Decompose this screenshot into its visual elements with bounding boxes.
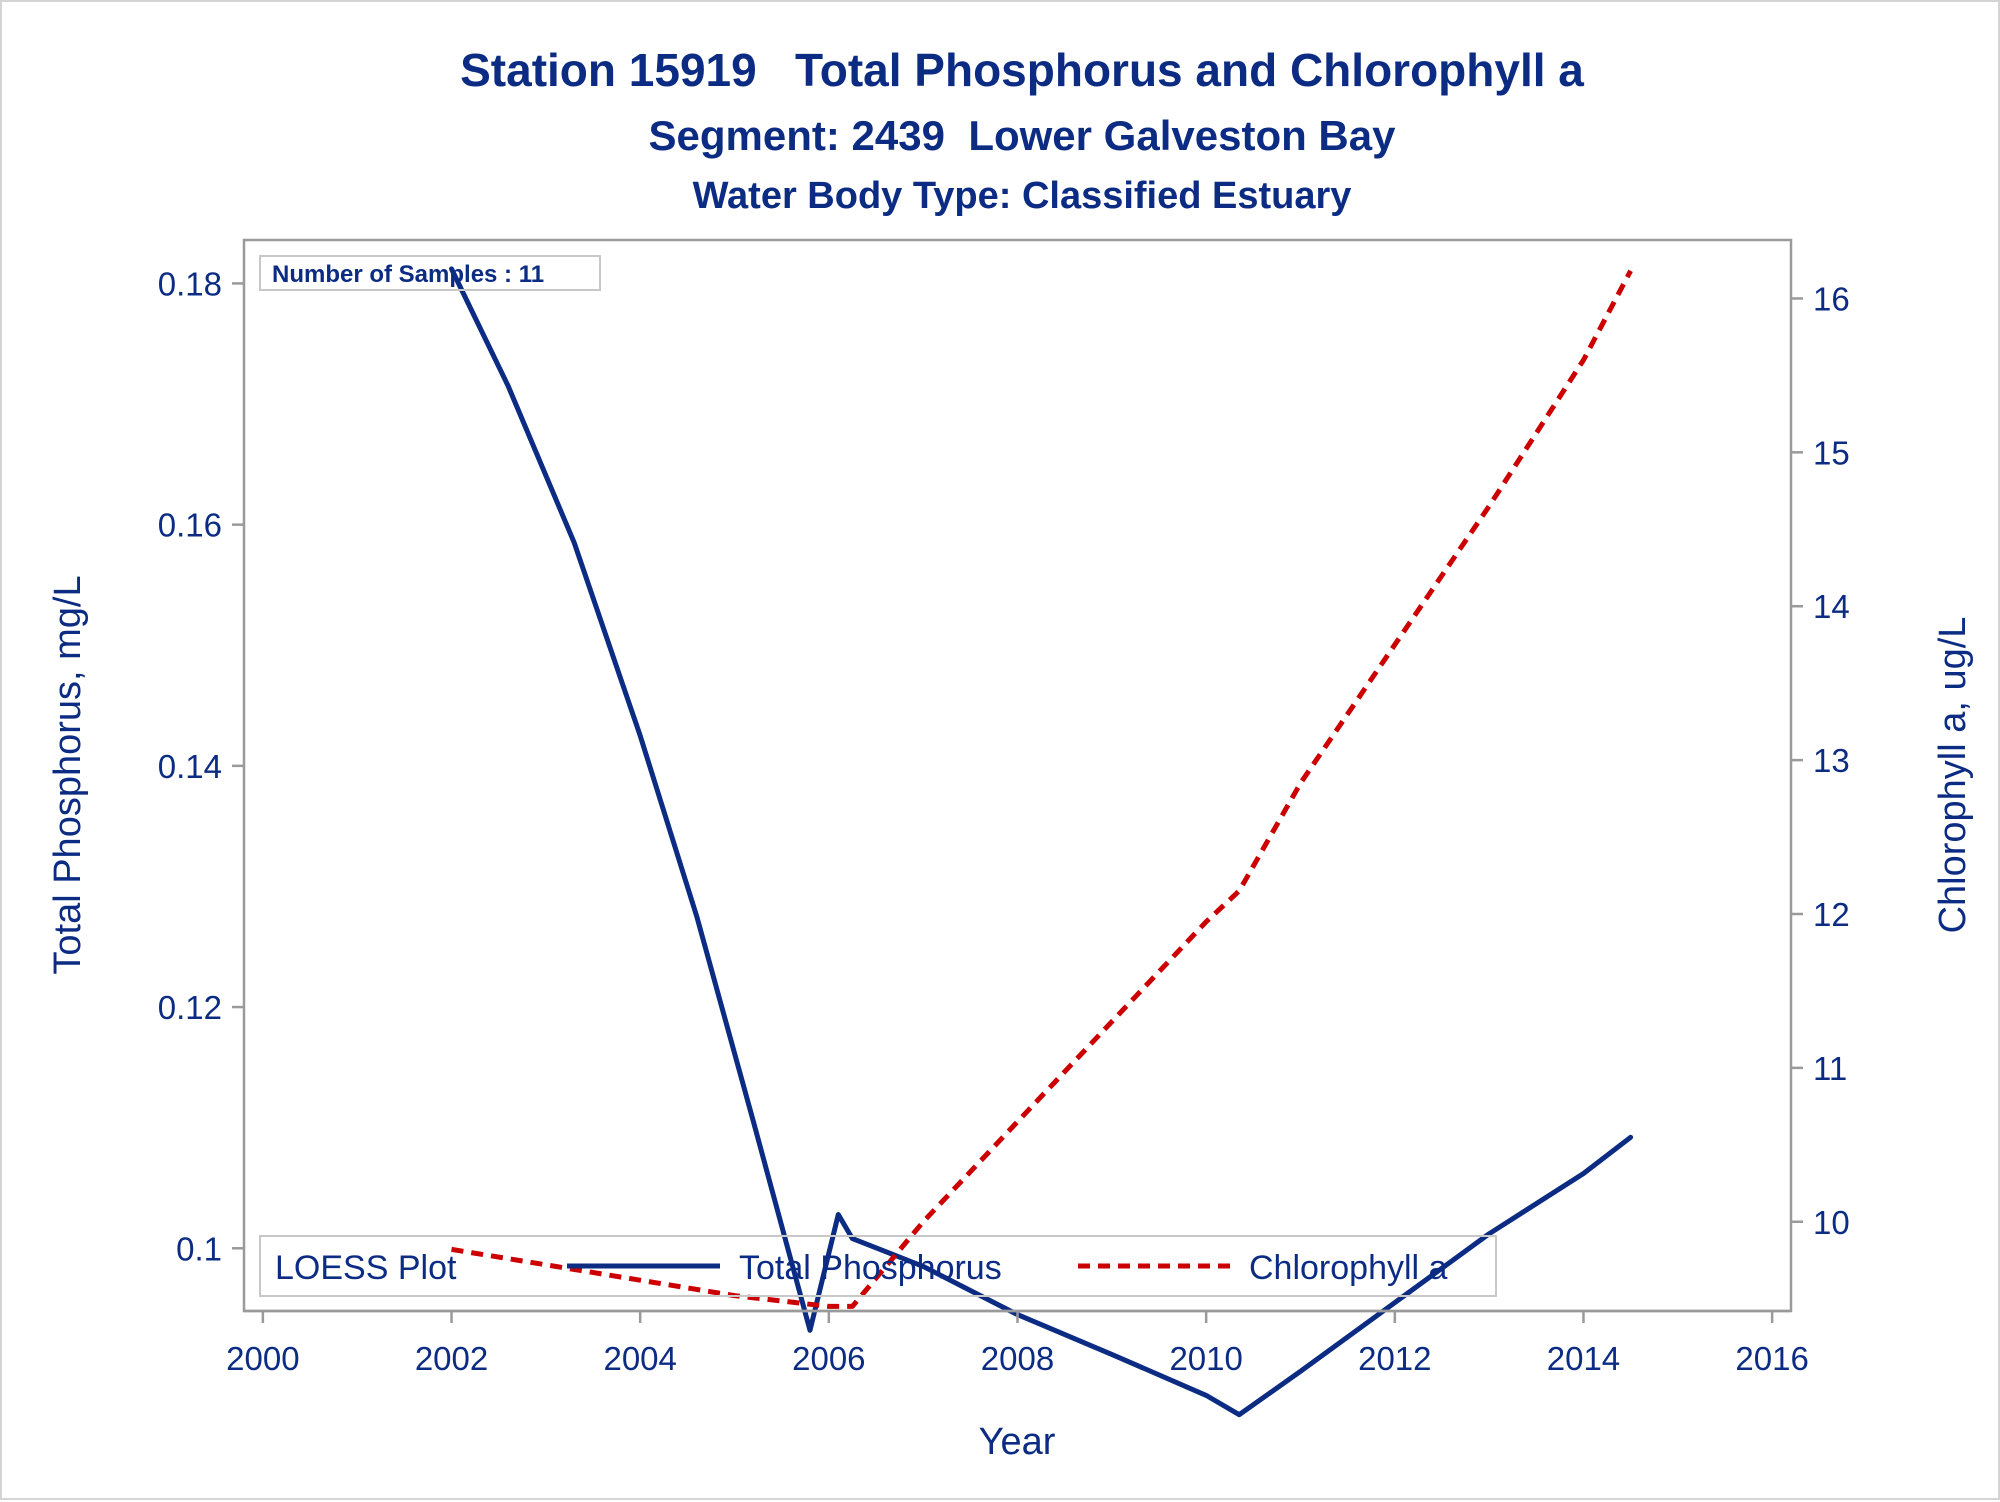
y2-tick-label: 15 bbox=[1813, 434, 1850, 471]
y2-tick-label: 13 bbox=[1813, 742, 1850, 779]
series-line-chlorophyll-a bbox=[451, 269, 1633, 1309]
plot-area-border bbox=[242, 238, 1793, 1313]
chart-title: Station 15919 Total Phosphorus and Chlor… bbox=[460, 44, 1584, 96]
x-axis: 2000 2002 2004 2006 2008 2010 2012 2014 2016 bbox=[226, 1309, 1809, 1377]
legend-label-chlorophyll-a: Chlorophyll a bbox=[1249, 1249, 1448, 1287]
x-tick-label: 2014 bbox=[1547, 1340, 1620, 1377]
legend-border bbox=[259, 1235, 1497, 1297]
y-tick-label: 0.14 bbox=[158, 748, 222, 785]
y-axis-right: 10 11 12 13 14 15 16 bbox=[1791, 280, 1850, 1241]
sample-count-text: Number of Samples : 11 bbox=[272, 261, 544, 288]
y2-tick-label: 10 bbox=[1813, 1204, 1850, 1241]
legend-label-total-phosphorus: Total Phosphorus bbox=[739, 1249, 1002, 1287]
x-tick-label: 2010 bbox=[1169, 1340, 1242, 1377]
x-tick-label: 2002 bbox=[415, 1340, 488, 1377]
x-tick-label: 2012 bbox=[1358, 1340, 1431, 1377]
inset-border bbox=[259, 255, 601, 291]
y-tick-label: 0.12 bbox=[158, 989, 222, 1026]
x-tick-label: 2008 bbox=[981, 1340, 1054, 1377]
series-line-total-phosphorus bbox=[449, 266, 1634, 1418]
inset-box: Number of Samples : 11 bbox=[259, 255, 601, 291]
x-axis-label: Year bbox=[979, 1421, 1056, 1463]
y-tick-label: 0.16 bbox=[158, 507, 222, 544]
y2-tick-label: 16 bbox=[1813, 280, 1850, 317]
y-tick-label: 0.18 bbox=[158, 265, 222, 302]
y-axis-left: 0.1 0.12 0.14 0.16 0.18 bbox=[158, 265, 244, 1267]
y2-tick-label: 14 bbox=[1813, 588, 1850, 625]
y-axis-label: Total Phosphorus, mg/L bbox=[47, 575, 89, 974]
chart-subtitle-2: Water Body Type: Classified Estuary bbox=[693, 175, 1352, 217]
y-tick-label: 0.1 bbox=[176, 1230, 222, 1267]
series-layer bbox=[449, 266, 1634, 1418]
legend-title: LOESS Plot bbox=[275, 1249, 457, 1287]
chart-subtitle: Segment: 2439 Lower Galveston Bay bbox=[649, 112, 1397, 159]
x-tick-label: 2000 bbox=[226, 1340, 299, 1377]
x-tick-label: 2004 bbox=[603, 1340, 676, 1377]
legend: LOESS Plot Total Phosphorus Chlorophyll … bbox=[259, 1235, 1497, 1297]
y2-tick-label: 11 bbox=[1813, 1050, 1847, 1087]
x-tick-label: 2006 bbox=[792, 1340, 865, 1377]
y2-axis-label: Chlorophyll a, ug/L bbox=[1932, 617, 1974, 934]
y2-tick-label: 12 bbox=[1813, 896, 1850, 933]
x-tick-label: 2016 bbox=[1735, 1340, 1808, 1377]
